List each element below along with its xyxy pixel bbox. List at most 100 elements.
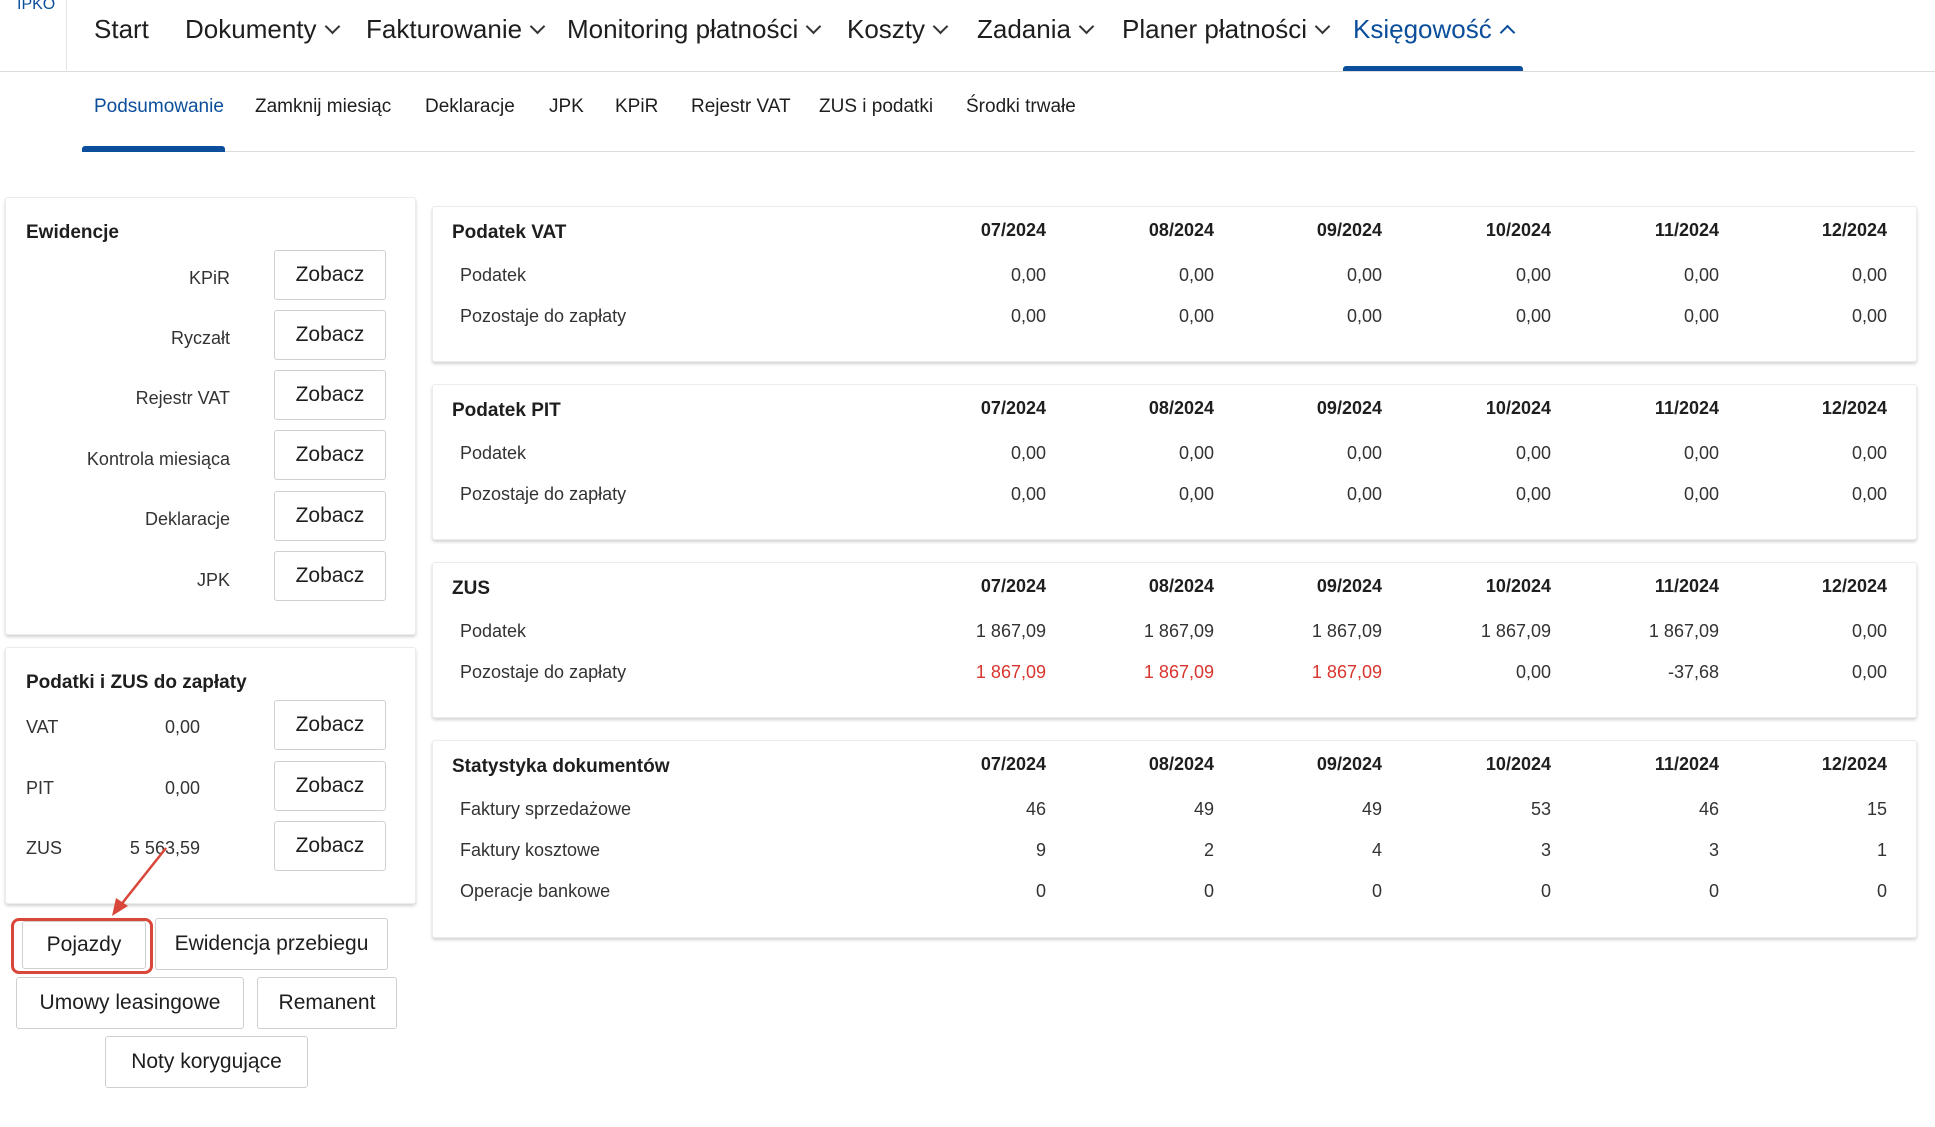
table-cell: 0,00 bbox=[1178, 306, 1214, 326]
ewidencje-label-kontrola-miesiaca: Kontrola miesiąca bbox=[86, 449, 230, 469]
podatek-vat-card: Podatek VAT 07/2024 08/2024 09/2024 10/2024 1… bbox=[432, 206, 1917, 362]
jpk-view-button[interactable]: Zobacz bbox=[274, 551, 386, 601]
podatki-label-zus: ZUS bbox=[26, 838, 62, 858]
rejestr-vat-view-button[interactable]: Zobacz bbox=[274, 370, 386, 420]
table-cell: 0,00 bbox=[1851, 484, 1887, 504]
remanent-button[interactable]: Remanent bbox=[257, 977, 397, 1029]
month-header: 07/2024 bbox=[980, 576, 1046, 596]
row-label: Pozostaje do zapłaty bbox=[460, 484, 627, 504]
table-cell: 0,00 bbox=[1515, 265, 1551, 285]
table-cell: 0 bbox=[1876, 881, 1887, 901]
row-label: Pozostaje do zapłaty bbox=[460, 306, 627, 326]
table-cell: 0 bbox=[1035, 881, 1046, 901]
umowy-leasingowe-button[interactable]: Umowy leasingowe bbox=[16, 977, 244, 1029]
noty-korygujace-button[interactable]: Noty korygujące bbox=[105, 1036, 308, 1088]
table-cell: 0,00 bbox=[1178, 484, 1214, 504]
row-label: Podatek bbox=[460, 265, 527, 285]
table-cell: 0,00 bbox=[1178, 265, 1214, 285]
table-cell: 0,00 bbox=[1010, 443, 1046, 463]
podatki-value-vat: 0,00 bbox=[164, 717, 200, 737]
tab-podsumowanie[interactable]: Podsumowanie bbox=[94, 96, 224, 117]
tab-rejestr-vat[interactable]: Rejestr VAT bbox=[691, 96, 791, 117]
tab-zamknij-miesiac[interactable]: Zamknij miesiąc bbox=[255, 96, 392, 117]
table-cell: 4 bbox=[1371, 840, 1382, 860]
podatki-zus-card: Podatki i ZUS do zapłaty VAT 0,00 Zobacz… bbox=[5, 647, 416, 904]
table-cell: 1 867,09 bbox=[1648, 621, 1719, 641]
active-tab-indicator bbox=[82, 146, 225, 152]
tab-kpir[interactable]: KPiR bbox=[615, 96, 659, 117]
nav-dokumenty[interactable]: Dokumenty bbox=[185, 14, 340, 70]
table-cell: 0,00 bbox=[1683, 443, 1719, 463]
month-header: 10/2024 bbox=[1485, 754, 1551, 774]
table-cell: 0,00 bbox=[1010, 265, 1046, 285]
ewidencje-label-jpk: JPK bbox=[196, 570, 230, 590]
table-cell: 49 bbox=[1193, 799, 1214, 819]
month-header: 12/2024 bbox=[1821, 220, 1887, 240]
tab-deklaracje[interactable]: Deklaracje bbox=[425, 96, 515, 117]
ewidencje-label-ryczalt: Ryczałt bbox=[170, 328, 230, 348]
ewidencje-label-rejestr-vat: Rejestr VAT bbox=[135, 388, 230, 408]
table-cell: 46 bbox=[1698, 799, 1719, 819]
tab-jpk[interactable]: JPK bbox=[549, 96, 584, 117]
month-header: 07/2024 bbox=[980, 754, 1046, 774]
ewidencja-przebiegu-button[interactable]: Ewidencja przebiegu bbox=[155, 918, 388, 970]
month-header: 11/2024 bbox=[1654, 398, 1719, 418]
zus-title: ZUS bbox=[452, 578, 490, 599]
nav-fakturowanie[interactable]: Fakturowanie bbox=[366, 14, 546, 70]
chevron-down-icon bbox=[529, 18, 546, 35]
deklaracje-view-button[interactable]: Zobacz bbox=[274, 491, 386, 541]
table-cell: 49 bbox=[1361, 799, 1382, 819]
annotation-arrow-icon bbox=[112, 847, 167, 916]
table-cell: 3 bbox=[1708, 840, 1719, 860]
table-cell: 1 867,09 bbox=[1143, 621, 1214, 641]
table-cell: 3 bbox=[1540, 840, 1551, 860]
table-cell: 1 867,09 bbox=[975, 662, 1046, 682]
statystyka-dokumentow-title: Statystyka dokumentów bbox=[452, 756, 670, 777]
kontrola-miesiaca-view-button[interactable]: Zobacz bbox=[274, 430, 386, 480]
month-header: 09/2024 bbox=[1316, 754, 1382, 774]
month-header: 12/2024 bbox=[1821, 754, 1887, 774]
nav-ksiegowosc[interactable]: Księgowość bbox=[1343, 14, 1523, 71]
table-cell: 0,00 bbox=[1515, 443, 1551, 463]
table-cell: 2 bbox=[1203, 840, 1214, 860]
ewidencje-label-deklaracje: Deklaracje bbox=[144, 509, 230, 529]
ryczalt-view-button[interactable]: Zobacz bbox=[274, 310, 386, 360]
table-cell: 1 bbox=[1876, 840, 1887, 860]
month-header: 08/2024 bbox=[1148, 398, 1214, 418]
table-cell: 0,00 bbox=[1178, 443, 1214, 463]
ewidencje-title: Ewidencje bbox=[26, 222, 119, 243]
table-cell: -37,68 bbox=[1667, 662, 1719, 682]
podatek-vat-title: Podatek VAT bbox=[452, 222, 567, 243]
month-header: 09/2024 bbox=[1316, 398, 1382, 418]
row-label: Faktury sprzedażowe bbox=[460, 799, 632, 819]
table-cell: 53 bbox=[1530, 799, 1551, 819]
table-cell: 46 bbox=[1025, 799, 1046, 819]
vat-view-button[interactable]: Zobacz bbox=[274, 700, 386, 750]
table-cell: 1 867,09 bbox=[1311, 621, 1382, 641]
table-cell: 0,00 bbox=[1851, 621, 1887, 641]
kpir-view-button[interactable]: Zobacz bbox=[274, 250, 386, 300]
podatki-title: Podatki i ZUS do zapłaty bbox=[26, 672, 247, 693]
table-cell: 0,00 bbox=[1851, 306, 1887, 326]
chevron-up-icon bbox=[1499, 24, 1516, 41]
tab-zus-i-podatki[interactable]: ZUS i podatki bbox=[819, 96, 934, 117]
pojazdy-button[interactable]: Pojazdy bbox=[22, 921, 146, 969]
table-cell: 0,00 bbox=[1683, 306, 1719, 326]
month-header: 10/2024 bbox=[1485, 576, 1551, 596]
nav-monitoring-platnosci[interactable]: Monitoring płatności bbox=[567, 14, 822, 70]
chevron-down-icon bbox=[324, 18, 340, 35]
table-cell: 0 bbox=[1203, 881, 1214, 901]
podatki-value-pit: 0,00 bbox=[164, 778, 200, 798]
ewidencje-card: Ewidencje KPiR Zobacz Ryczałt Zobacz Rej… bbox=[5, 197, 416, 635]
zus-view-button[interactable]: Zobacz bbox=[274, 821, 386, 871]
nav-planer-platnosci[interactable]: Planer płatności bbox=[1122, 14, 1331, 70]
nav-zadania[interactable]: Zadania bbox=[977, 14, 1095, 70]
table-cell: 0,00 bbox=[1010, 306, 1046, 326]
pit-view-button[interactable]: Zobacz bbox=[274, 761, 386, 811]
sub-navigation: Podsumowanie Zamknij miesiąc Deklaracje … bbox=[82, 74, 1915, 152]
tab-srodki-trwale[interactable]: Środki trwałe bbox=[966, 96, 1076, 117]
month-header: 10/2024 bbox=[1485, 220, 1551, 240]
chevron-down-icon bbox=[932, 18, 949, 35]
nav-koszty[interactable]: Koszty bbox=[847, 14, 949, 70]
nav-start[interactable]: Start bbox=[94, 14, 149, 44]
